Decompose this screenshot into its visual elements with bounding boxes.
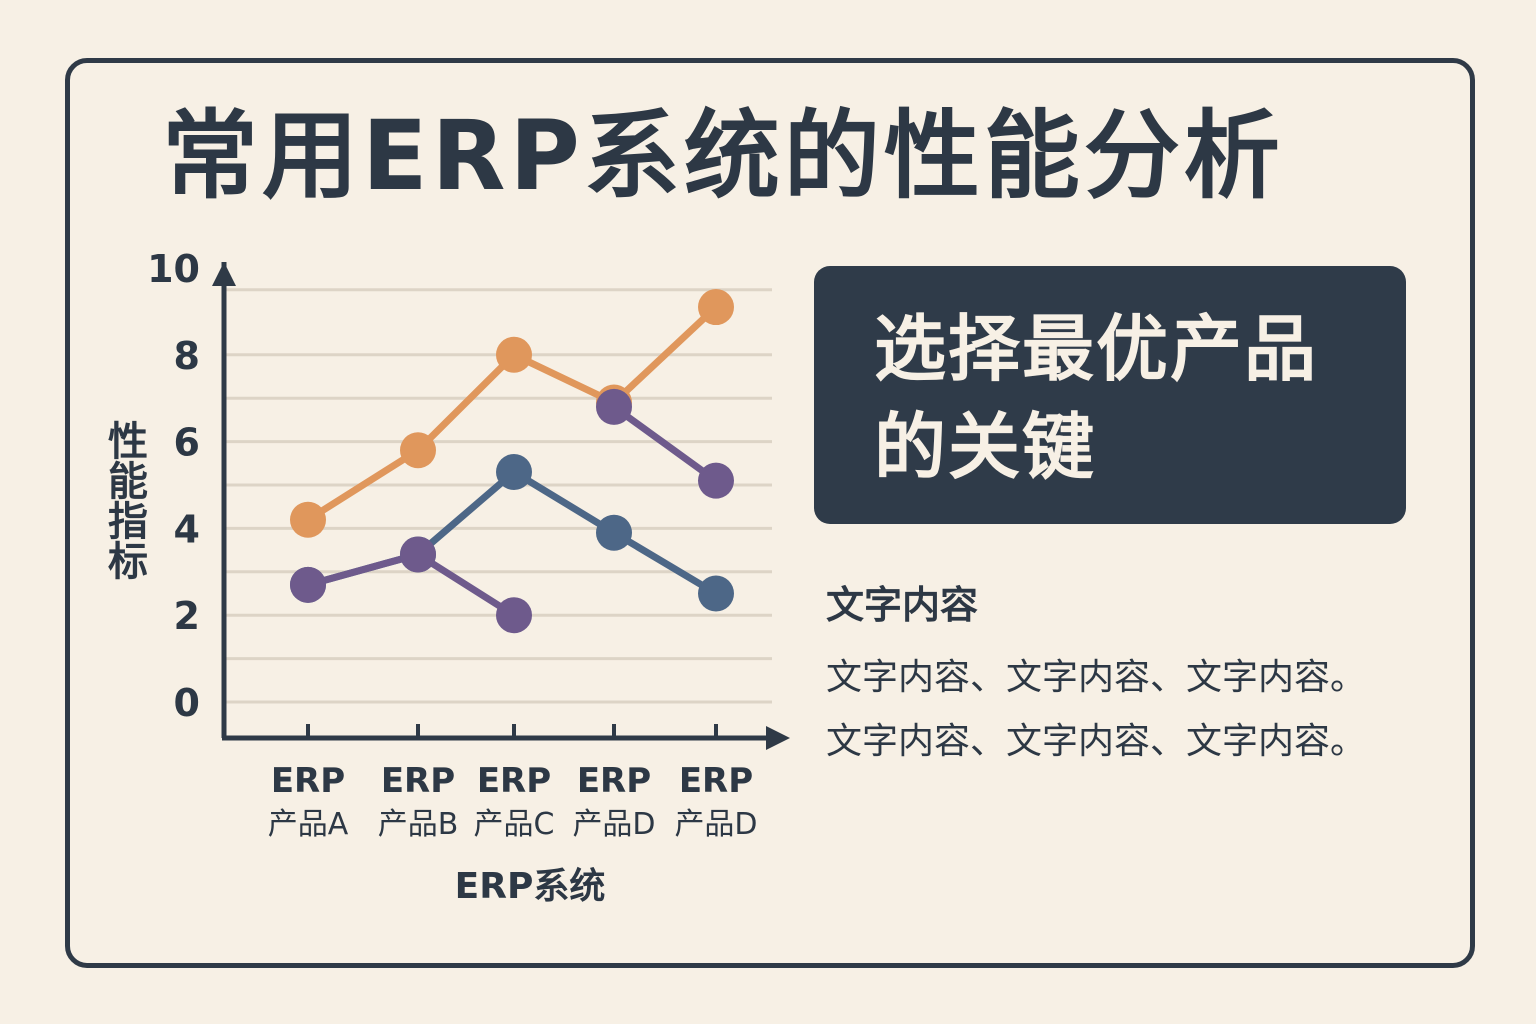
y-tick-label: 10: [147, 247, 200, 291]
y-tick-label: 0: [174, 681, 200, 725]
data-point: [698, 462, 734, 499]
data-point: [290, 566, 326, 603]
data-point: [496, 453, 532, 490]
data-point: [698, 289, 734, 326]
text-heading: 文字内容: [826, 583, 979, 627]
panel-title: 选择最优产品的关键: [874, 307, 1319, 489]
highlight-panel: 选择最优产品的关键: [814, 266, 1406, 524]
x-tick-label: ERP: [381, 761, 455, 801]
page-title: 常用ERP系统的性能分析: [162, 100, 1284, 212]
y-axis-arrow-icon: [212, 262, 236, 286]
data-point: [496, 336, 532, 373]
series-line: [610, 403, 720, 485]
x-tick-label: 产品B: [378, 807, 459, 842]
y-axis-label: 性能指标: [101, 420, 148, 580]
y-tick-label: 6: [174, 421, 200, 465]
y-tick-label: 2: [174, 594, 200, 638]
x-tick-label: ERP: [271, 761, 345, 801]
data-point: [496, 597, 532, 634]
x-tick-label: 产品C: [474, 807, 555, 842]
x-tick-label: 产品A: [268, 807, 349, 842]
y-tick-label: 4: [174, 507, 200, 551]
data-point: [596, 388, 632, 425]
y-tick-label: 8: [174, 334, 200, 378]
data-point: [400, 536, 436, 573]
series-line: [304, 468, 720, 597]
x-tick-label: ERP: [679, 761, 753, 801]
x-tick-label: 产品D: [674, 807, 757, 842]
x-axis-label: ERP系统: [455, 866, 606, 907]
text-line: 文字内容、文字内容、文字内容。: [826, 657, 1367, 698]
x-tick-label: 产品D: [572, 807, 655, 842]
x-axis-arrow-icon: [766, 726, 790, 750]
data-point: [290, 501, 326, 538]
text-line: 文字内容、文字内容、文字内容。: [826, 721, 1367, 762]
data-point: [596, 514, 632, 551]
x-tick-label: ERP: [577, 761, 651, 801]
data-point: [698, 575, 734, 612]
data-point: [400, 432, 436, 469]
x-tick-label: ERP: [477, 761, 551, 801]
